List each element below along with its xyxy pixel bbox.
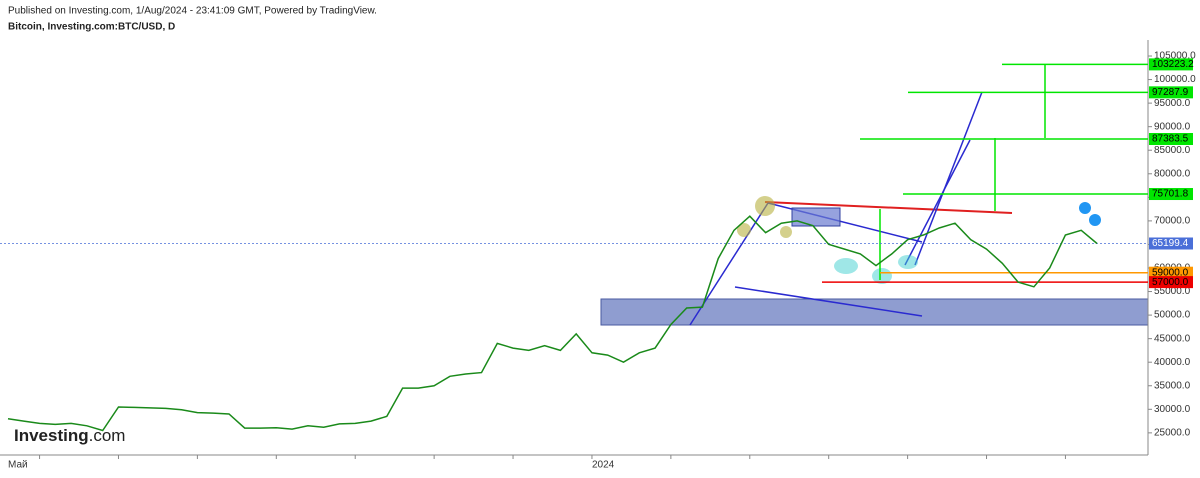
price-label-bg bbox=[1149, 237, 1193, 250]
y-tick-label: 90000.0 bbox=[1154, 121, 1191, 132]
range-box bbox=[791, 207, 841, 227]
price-label: 57000.0 bbox=[1152, 277, 1189, 288]
y-tick-label: 85000.0 bbox=[1154, 145, 1191, 156]
price-label-bg bbox=[1149, 188, 1193, 201]
price-label-bg bbox=[1149, 58, 1193, 71]
y-tick-label: 25000.0 bbox=[1154, 428, 1191, 439]
price-label: 103223.2 bbox=[1152, 59, 1194, 70]
price-label: 65199.4 bbox=[1152, 238, 1189, 249]
y-tick-label: 45000.0 bbox=[1154, 333, 1191, 344]
trend-line bbox=[914, 91, 983, 266]
symbol-title: Bitcoin, Investing.com:BTC/USD, D bbox=[8, 22, 175, 33]
y-tick-label: 35000.0 bbox=[1154, 380, 1191, 391]
price-label-bg bbox=[1149, 132, 1193, 145]
price-label-bg bbox=[1149, 266, 1193, 279]
logo-suffix: .com bbox=[89, 426, 126, 445]
resistance-line bbox=[764, 201, 1013, 214]
marker bbox=[737, 223, 751, 237]
y-tick-label: 100000.0 bbox=[1154, 74, 1196, 85]
price-label: 75701.8 bbox=[1152, 189, 1189, 200]
y-tick-label: 55000.0 bbox=[1154, 286, 1191, 297]
y-tick-label: 40000.0 bbox=[1154, 357, 1191, 368]
marker bbox=[898, 255, 918, 269]
y-tick-label: 105000.0 bbox=[1154, 51, 1196, 62]
y-tick-label: 50000.0 bbox=[1154, 310, 1191, 321]
price-label-bg bbox=[1149, 276, 1193, 289]
y-tick-label: 80000.0 bbox=[1154, 168, 1191, 179]
x-tick-label: 2024 bbox=[592, 460, 615, 471]
y-tick-label: 70000.0 bbox=[1154, 216, 1191, 227]
marker bbox=[755, 196, 775, 216]
published-note: Published on Investing.com, 1/Aug/2024 -… bbox=[8, 6, 377, 17]
price-line bbox=[7, 215, 1098, 432]
marker bbox=[780, 226, 792, 238]
price-label: 97287.9 bbox=[1152, 87, 1189, 98]
price-label: 87383.5 bbox=[1152, 134, 1189, 145]
pivot-badge bbox=[1089, 214, 1101, 226]
marker bbox=[834, 258, 858, 274]
price-label-bg bbox=[1149, 86, 1193, 99]
pivot-badge bbox=[1079, 202, 1091, 214]
trend-line bbox=[904, 139, 971, 266]
drawings bbox=[0, 63, 1148, 326]
price-label: 59000.0 bbox=[1152, 267, 1189, 278]
logo-word: Investing bbox=[14, 426, 89, 445]
logo: Investing.com bbox=[14, 426, 125, 445]
channel-line bbox=[734, 286, 923, 317]
y-tick-label: 30000.0 bbox=[1154, 404, 1191, 415]
x-tick-label: Май bbox=[8, 460, 28, 471]
y-tick-label: 95000.0 bbox=[1154, 98, 1191, 109]
